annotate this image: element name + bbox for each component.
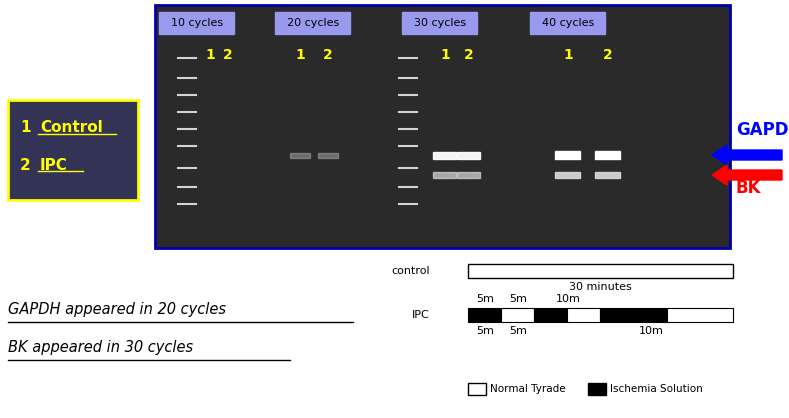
Text: 1: 1 [295,48,305,62]
Bar [458,151,481,158]
Text: BK: BK [736,179,761,197]
Bar [567,308,600,322]
Bar [290,153,310,158]
Bar [468,308,501,322]
Text: control: control [391,266,430,276]
Bar [318,153,338,158]
Text: 2: 2 [464,48,474,62]
Text: IPC: IPC [412,310,430,320]
Bar [555,151,581,159]
Bar [501,308,534,322]
Bar [596,151,620,159]
Bar [667,308,733,322]
Text: 1: 1 [440,48,450,62]
Bar [159,12,234,34]
Bar [458,172,481,178]
Text: Ischemia Solution: Ischemia Solution [610,384,703,394]
Text: GAPDH: GAPDH [736,121,789,139]
Bar [8,100,138,200]
Text: 40 cycles: 40 cycles [542,18,594,28]
Text: 1: 1 [205,48,215,62]
Text: 2: 2 [603,48,613,62]
Text: 10m: 10m [638,326,664,336]
Text: 30 cycles: 30 cycles [414,18,466,28]
Bar [600,308,667,322]
Text: 1: 1 [20,120,31,135]
Text: 2: 2 [20,158,31,173]
Bar [433,172,457,178]
Text: 5m: 5m [509,326,527,336]
Text: 2: 2 [223,48,233,62]
Text: 5m: 5m [509,294,527,304]
Text: 30 minutes: 30 minutes [569,282,632,292]
Bar [596,172,620,178]
Text: 2: 2 [323,48,333,62]
Text: GAPDH appeared in 20 cycles: GAPDH appeared in 20 cycles [8,302,226,317]
Bar [588,383,606,395]
Text: BK appeared in 30 cycles: BK appeared in 30 cycles [8,340,193,355]
Text: Control: Control [40,120,103,135]
Bar [275,12,350,34]
Bar [468,264,733,278]
Text: IPC: IPC [40,158,68,173]
Bar [433,151,457,158]
Bar [402,12,477,34]
Bar [468,383,486,395]
FancyArrow shape [712,145,782,165]
Text: Normal Tyrade: Normal Tyrade [490,384,566,394]
FancyArrow shape [712,165,782,185]
Bar [534,308,567,322]
Bar [530,12,605,34]
Text: 5m: 5m [476,326,494,336]
Text: 10 cycles: 10 cycles [171,18,223,28]
Text: 20 cycles: 20 cycles [287,18,339,28]
Text: 5m: 5m [476,294,494,304]
Text: 1: 1 [563,48,573,62]
Bar [555,172,581,178]
Bar [155,5,730,248]
Text: 10m: 10m [555,294,581,304]
